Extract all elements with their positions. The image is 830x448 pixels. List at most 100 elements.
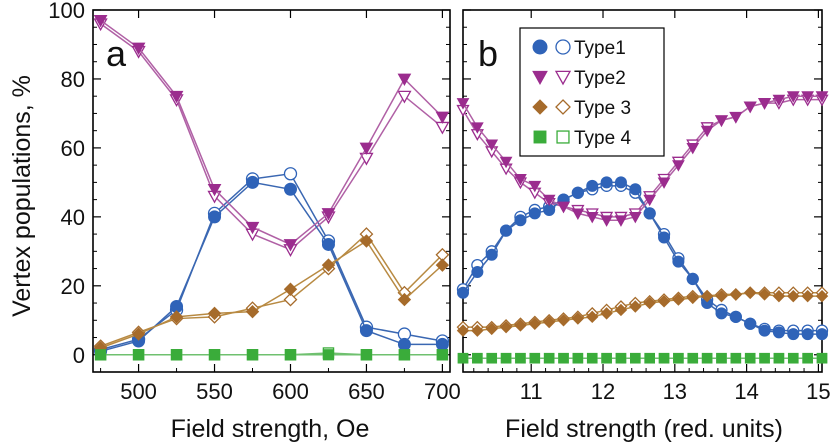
panel-b-type3-filled-point bbox=[600, 307, 613, 320]
panel-b-x-tick-label: 14 bbox=[734, 379, 758, 404]
panel-b-type1-filled-point bbox=[816, 328, 828, 341]
panel-b-type1-filled-point bbox=[500, 224, 513, 237]
panel-a-type4-filled-point bbox=[322, 349, 335, 361]
panel-b-type2-filled-point bbox=[571, 208, 585, 220]
panel-b-type3-filled-point bbox=[557, 314, 570, 327]
panel-b-type4-filled-point bbox=[673, 353, 684, 364]
panel-b-type3-filled-point bbox=[485, 322, 498, 336]
panel-b-type4-filled-point bbox=[816, 353, 828, 364]
panel-b-type2-filled-point bbox=[743, 101, 757, 114]
panel-b-type3-filled-point bbox=[571, 312, 585, 325]
panel-a-y-tick-label: 20 bbox=[61, 274, 85, 299]
panel-a-xlabel: Field strength, Oe bbox=[171, 415, 370, 443]
panel-b-type4-filled-point bbox=[687, 353, 698, 364]
panel-b-type4-filled-point bbox=[543, 353, 555, 364]
panel-a-x-tick-label: 600 bbox=[272, 379, 309, 404]
panel-b-type1-filled-point bbox=[485, 248, 498, 261]
panel-a-type1-filled-point bbox=[246, 175, 260, 189]
panel-b-type4-filled-point bbox=[472, 353, 483, 364]
panel-a-type3-filled-point bbox=[131, 327, 146, 341]
panel-b-type2-filled-point bbox=[686, 143, 700, 155]
legend-type4-open-marker bbox=[556, 130, 570, 144]
panel-b-type1-filled-point bbox=[471, 266, 484, 279]
panel-b-type2-filled-point bbox=[471, 122, 484, 134]
panel-a-type2-filled-point bbox=[359, 142, 374, 155]
panel-b-type4-filled-point bbox=[745, 353, 756, 364]
panel-a-type1-filled-point bbox=[283, 182, 297, 196]
panel-b-type1-filled-point bbox=[629, 183, 642, 196]
panel-b-type1-filled-point bbox=[514, 214, 527, 227]
panel-b-type3-filled-point bbox=[614, 303, 628, 317]
panel-b-type3-filled-point bbox=[657, 295, 671, 308]
panel-b-type4-filled-point bbox=[644, 353, 655, 364]
panel-b-type1-filled-point bbox=[772, 326, 785, 339]
panel-b-type4-filled-point bbox=[773, 353, 785, 364]
legend-type2-open-marker bbox=[554, 70, 572, 86]
panel-a-type4-filled-point bbox=[208, 349, 221, 361]
panel-a-x-tick-label: 650 bbox=[348, 379, 385, 404]
panel-b-type2-filled-point bbox=[715, 115, 728, 127]
panel-b-type3-filled-point bbox=[815, 289, 829, 303]
panel-b-type1-filled-point bbox=[715, 307, 728, 320]
panel-a-type2-filled-point bbox=[169, 90, 184, 104]
panel-b-type3-filled-point bbox=[528, 317, 542, 330]
panel-a-type4-filled-point bbox=[436, 349, 449, 361]
panel-a-type2-filled-point bbox=[283, 239, 298, 252]
panel-b-type2-filled-point bbox=[772, 94, 786, 107]
panel-b-type4-filled-point bbox=[701, 353, 713, 364]
panel-b-type4-filled-point bbox=[788, 353, 799, 364]
panel-b-type3-filled-point bbox=[729, 288, 743, 301]
legend-type2-label: Type2 bbox=[574, 68, 626, 89]
panel-a-x-tick-label: 500 bbox=[120, 379, 157, 404]
panel-b-type1-filled-point bbox=[729, 310, 742, 323]
panel-b-type1-filled-point bbox=[758, 324, 771, 337]
panel-b-type2-filled-point bbox=[729, 111, 743, 124]
panel-b-type2-filled-point bbox=[643, 194, 657, 207]
panel-b-type3-filled-point bbox=[643, 296, 656, 310]
panel-a-y-tick-label: 0 bbox=[73, 343, 85, 368]
panel-a-y-tick-label: 40 bbox=[61, 205, 85, 230]
panel-b-type2-filled-point bbox=[600, 215, 613, 227]
panel-b-type4-filled-point bbox=[601, 353, 612, 364]
panel-b-type4-filled-point bbox=[759, 353, 770, 364]
panel-b-type4-filled-point bbox=[630, 353, 641, 364]
panel-a-type1-filled-point bbox=[397, 337, 411, 351]
panel-b-type1-filled-point bbox=[686, 272, 699, 285]
panel-b-type4-filled-point bbox=[587, 353, 598, 364]
panel-b-type1-filled-point bbox=[586, 179, 599, 192]
panel-a-type2-filled-point bbox=[93, 15, 108, 28]
panel-b-plot: 11 12 13 14 15 b Field strength (red. units) bbox=[456, 9, 830, 443]
panel-a-type4-filled-point bbox=[132, 349, 145, 361]
panel-b-type1-filled-point bbox=[801, 328, 814, 341]
panel-b-type1-filled-point bbox=[600, 176, 613, 189]
panel-b-type2-filled-point bbox=[557, 201, 570, 214]
panel-b-type3-filled-point bbox=[514, 319, 527, 332]
panel-b-type1-filled-point bbox=[643, 207, 656, 220]
panel-b-x-tick-label: 12 bbox=[591, 379, 615, 404]
panel-b-type3-filled-point bbox=[672, 293, 685, 306]
panel-b-type1-filled-point bbox=[457, 286, 469, 299]
panel-a-type2-filled-point bbox=[321, 208, 336, 221]
panel-b-type1-filled-point bbox=[658, 231, 671, 244]
panel-b-type4-filled-point bbox=[486, 353, 497, 364]
panel-b-type2-filled-point bbox=[786, 91, 800, 103]
panel-b-type1-filled-point bbox=[744, 317, 757, 330]
panel-b-type2-filled-point bbox=[485, 139, 499, 151]
panel-b-x-tick-label: 15 bbox=[806, 379, 830, 404]
panel-b-type1-filled-point bbox=[528, 207, 541, 220]
panel-b-type3-filled-point bbox=[801, 289, 814, 303]
panel-b-type3-filled-point bbox=[787, 289, 800, 303]
panel-b-type4-filled-point bbox=[515, 353, 526, 364]
panel-a-frame bbox=[92, 9, 451, 373]
panel-b-type3-filled-point bbox=[772, 289, 786, 303]
panel-a-type2-filled-point bbox=[131, 42, 146, 55]
panel-b-type4-filled-point bbox=[730, 353, 742, 364]
panel-b-type2-filled-point bbox=[657, 177, 671, 189]
legend-type3-label: Type 3 bbox=[574, 98, 631, 119]
panel-b-type4-filled-point bbox=[802, 353, 813, 364]
panel-b-type3-filled-point bbox=[686, 291, 699, 305]
panel-a-type2-filled-point bbox=[207, 183, 222, 197]
panel-b-type1-filled-point bbox=[614, 176, 627, 189]
panel-a-type3-filled-point bbox=[245, 304, 260, 319]
panel-b-frame bbox=[462, 9, 823, 373]
